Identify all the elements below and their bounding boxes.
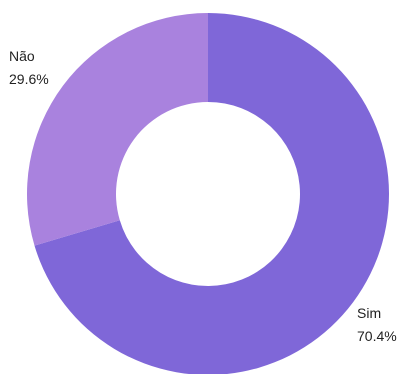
slice-label-sim: Sim [357, 305, 381, 321]
donut-slice-sim [34, 13, 389, 374]
donut-slices [26, 13, 389, 374]
slice-value-sim: 70.4% [357, 328, 397, 344]
slice-label-nao: Não [9, 48, 35, 64]
donut-slice-nao [26, 13, 208, 246]
slice-value-nao: 29.6% [9, 71, 49, 87]
donut-labels: Sim 70.4% Não 29.6% [9, 48, 397, 344]
